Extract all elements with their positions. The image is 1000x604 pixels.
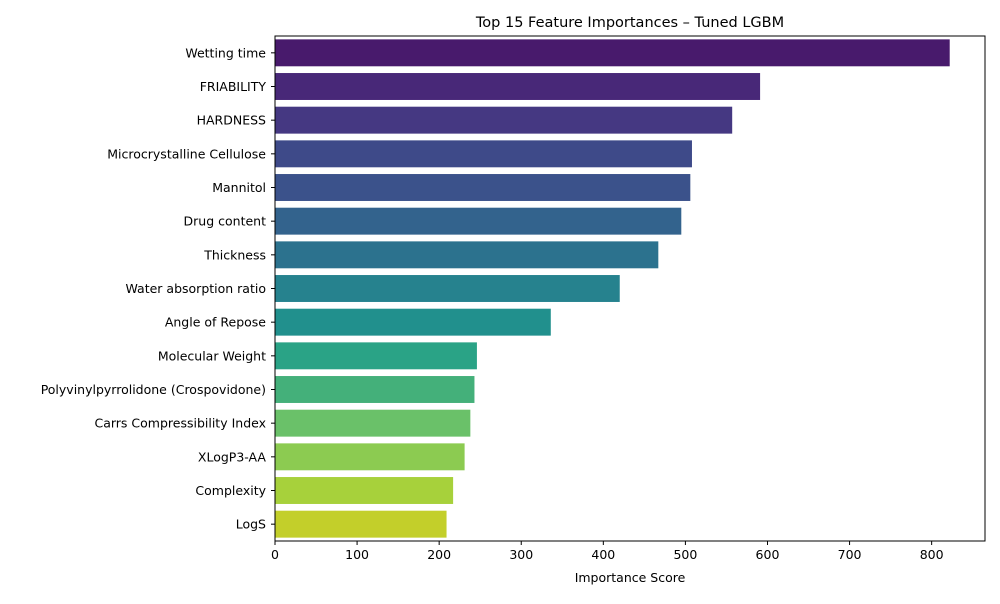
y-tick-label: XLogP3-AA bbox=[198, 449, 267, 464]
y-tick-label: Carrs Compressibility Index bbox=[94, 416, 266, 431]
y-tick-label: HARDNESS bbox=[197, 113, 266, 128]
x-tick-label: 600 bbox=[756, 547, 780, 562]
bar bbox=[275, 409, 471, 437]
y-tick-label: LogS bbox=[236, 517, 266, 532]
bar bbox=[275, 342, 477, 370]
x-tick-label: 200 bbox=[427, 547, 451, 562]
bar bbox=[275, 174, 691, 201]
bar bbox=[275, 510, 447, 538]
y-tick-label: FRIABILITY bbox=[200, 79, 267, 94]
y-tick-label: Mannitol bbox=[212, 180, 266, 195]
bar bbox=[275, 73, 761, 100]
x-axis-label: Importance Score bbox=[575, 570, 686, 585]
y-tick-label: Wetting time bbox=[185, 45, 266, 60]
x-tick-label: 700 bbox=[838, 547, 862, 562]
bar bbox=[275, 140, 692, 168]
bar bbox=[275, 443, 465, 471]
bar bbox=[275, 376, 475, 403]
bar bbox=[275, 275, 620, 302]
bar bbox=[275, 39, 950, 67]
y-tick-label: Molecular Weight bbox=[158, 348, 266, 363]
x-tick-label: 100 bbox=[345, 547, 369, 562]
y-tick-label: Water absorption ratio bbox=[126, 281, 267, 296]
y-tick-label: Thickness bbox=[203, 247, 266, 262]
y-tick-label: Drug content bbox=[184, 214, 267, 229]
bar bbox=[275, 106, 733, 134]
chart-title: Top 15 Feature Importances – Tuned LGBM bbox=[475, 15, 784, 31]
bar bbox=[275, 241, 659, 269]
x-tick-label: 400 bbox=[591, 547, 615, 562]
x-tick-label: 0 bbox=[271, 547, 279, 562]
y-tick-label: Polyvinylpyrrolidone (Crospovidone) bbox=[41, 382, 266, 397]
ticks-layer: Wetting time FRIABILITY HARDNESS Microcryst… bbox=[41, 45, 944, 562]
y-tick-label: Angle of Repose bbox=[165, 315, 266, 330]
bar bbox=[275, 477, 454, 504]
y-tick-label: Microcrystalline Cellulose bbox=[107, 146, 266, 161]
bar bbox=[275, 308, 551, 336]
bars-layer bbox=[275, 39, 950, 538]
x-tick-label: 300 bbox=[509, 547, 533, 562]
y-tick-label: Complexity bbox=[195, 483, 266, 498]
x-tick-label: 500 bbox=[673, 547, 697, 562]
x-tick-label: 800 bbox=[920, 547, 944, 562]
bar bbox=[275, 207, 682, 235]
